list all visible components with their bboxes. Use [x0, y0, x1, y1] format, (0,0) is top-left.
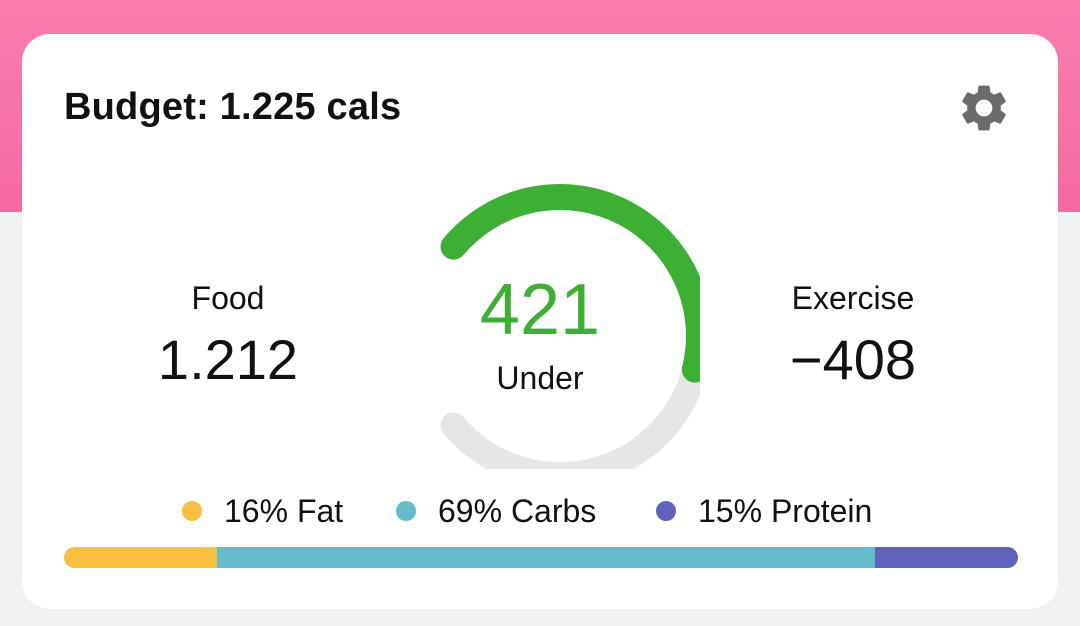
budget-title: Budget: 1.225 cals: [64, 86, 402, 128]
remaining-calories: 421: [479, 270, 601, 350]
macro-bar-fat: [64, 547, 217, 568]
food-stat: Food 1.212: [108, 278, 348, 390]
gauge-track-lower: [440, 341, 700, 469]
legend-carbs-label: 69% Carbs: [438, 493, 597, 529]
macro-bar: [64, 547, 1018, 568]
food-value: 1.212: [157, 328, 299, 391]
macro-bar-carbs: [216, 547, 875, 568]
budget-card: Budget: 1.225 cals Food 1.212 421 Under …: [22, 34, 1058, 609]
remaining-caption: Under: [496, 360, 584, 396]
protein-dot-icon: [656, 501, 676, 521]
food-label: Food: [191, 280, 265, 316]
calorie-gauge: [380, 169, 700, 469]
fat-dot-icon: [182, 501, 202, 521]
macro-legend: 16% Fat 69% Carbs 15% Protein: [64, 489, 1016, 533]
gauge-progress: [440, 184, 700, 383]
gauge-ring: [440, 184, 700, 469]
exercise-stat: Exercise −408: [733, 278, 973, 390]
legend-fat-label: 16% Fat: [224, 493, 344, 529]
carbs-dot-icon: [396, 501, 416, 521]
exercise-label: Exercise: [791, 280, 915, 316]
gear-icon: [962, 85, 1006, 131]
legend-protein-label: 15% Protein: [698, 493, 873, 529]
settings-button[interactable]: [956, 80, 1012, 136]
macro-bar-protein: [874, 547, 1018, 568]
exercise-value: −408: [789, 328, 917, 391]
